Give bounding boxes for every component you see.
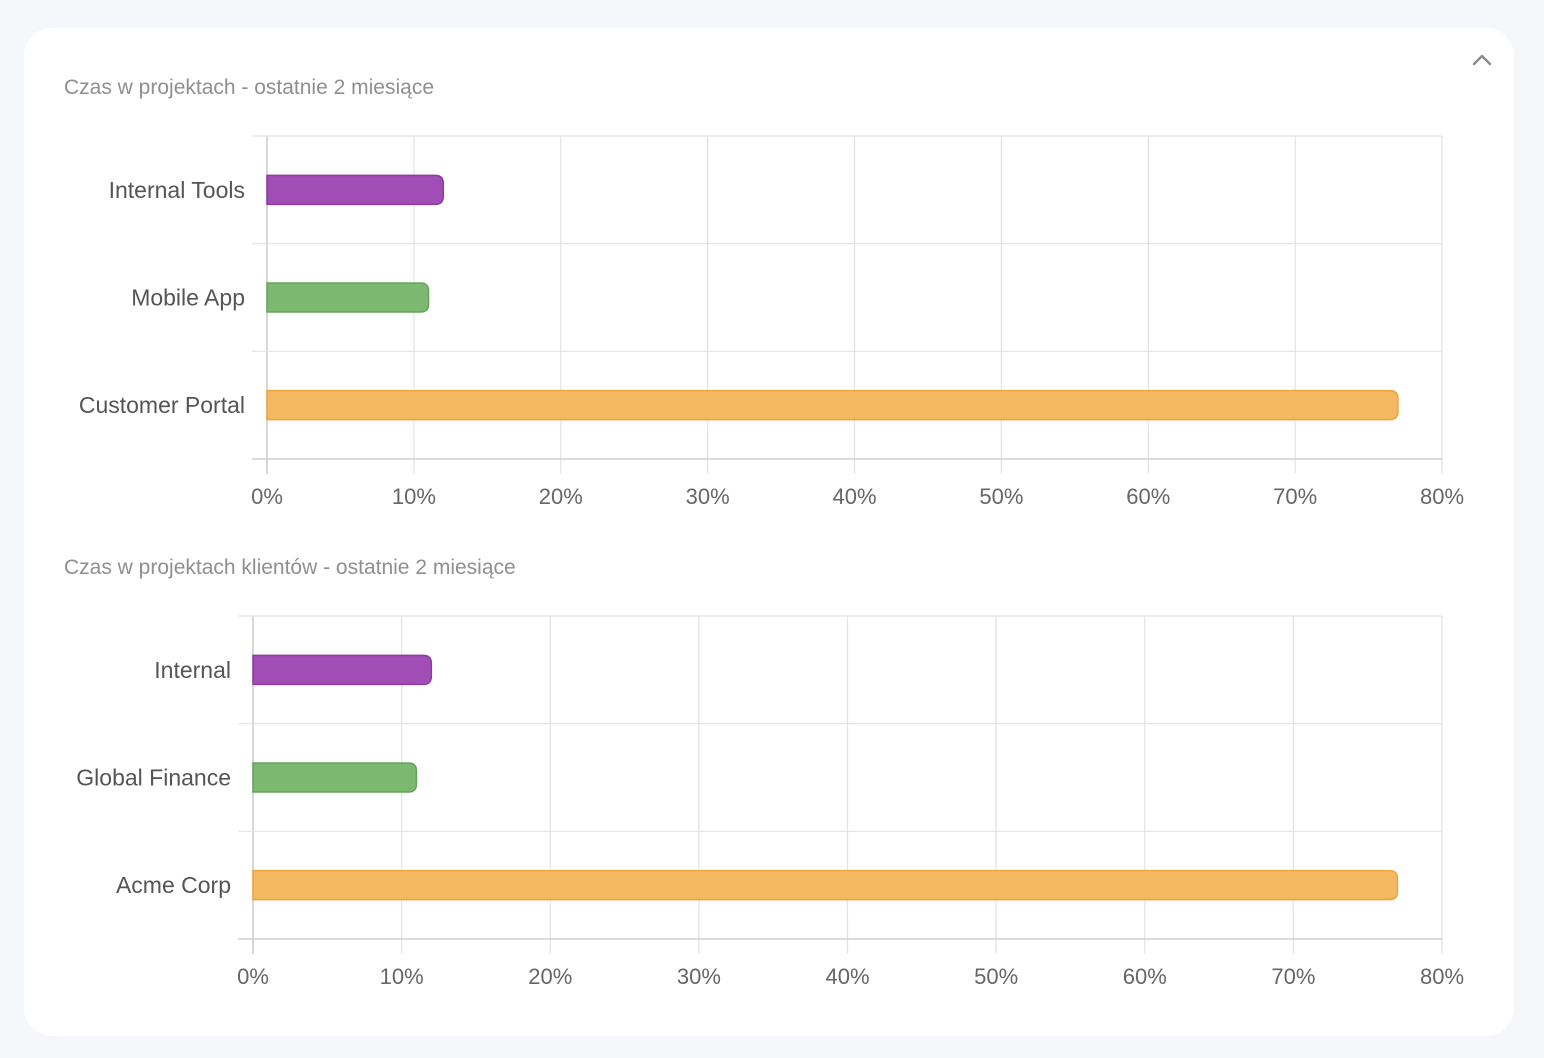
collapse-button[interactable] xyxy=(1466,46,1498,74)
grid xyxy=(252,135,1443,474)
bar-customer-portal xyxy=(266,389,1399,421)
category-label: Internal Tools xyxy=(109,177,245,203)
bar-rect xyxy=(252,869,1399,901)
category-label: Customer Portal xyxy=(79,392,245,418)
x-tick-label: 20% xyxy=(539,484,583,509)
bar-rect xyxy=(252,762,418,793)
x-tick-label: 0% xyxy=(251,484,283,509)
x-tick-label: 80% xyxy=(1420,964,1464,989)
category-label: Acme Corp xyxy=(116,872,231,898)
x-tick-label: 50% xyxy=(974,964,1018,989)
x-tick-label: 30% xyxy=(686,484,730,509)
x-tick-label: 30% xyxy=(677,964,721,989)
x-tick-label: 60% xyxy=(1123,964,1167,989)
bar-global-finance xyxy=(252,762,418,793)
x-tick-label: 40% xyxy=(825,964,869,989)
category-label: Mobile App xyxy=(131,285,245,311)
bar-mobile-app xyxy=(266,282,430,313)
bar-internal xyxy=(252,654,433,686)
projects-time-card: Czas w projektach - ostatnie 2 miesiące … xyxy=(24,28,1514,1036)
chart-title-projects: Czas w projektach - ostatnie 2 miesiące xyxy=(64,76,434,99)
bar-rect xyxy=(266,174,444,206)
bar-acme-corp xyxy=(252,869,1399,901)
x-tick-label: 60% xyxy=(1126,484,1170,509)
x-tick-label: 10% xyxy=(380,964,424,989)
bar-rect xyxy=(252,654,433,686)
x-tick-label: 10% xyxy=(392,484,436,509)
chart-title-clients: Czas w projektach klientów - ostatnie 2 … xyxy=(64,556,516,579)
bar-rect xyxy=(266,389,1399,421)
chevron-up-icon xyxy=(1472,54,1492,66)
x-tick-label: 80% xyxy=(1420,484,1464,509)
x-tick-label: 20% xyxy=(528,964,572,989)
x-tick-label: 70% xyxy=(1273,484,1317,509)
x-tick-label: 40% xyxy=(832,484,876,509)
x-tick-label: 50% xyxy=(979,484,1023,509)
clients-bar-chart: Internal Global Finance Acme Corp 0% 10% 20% 3… xyxy=(76,615,1464,989)
bar-internal-tools xyxy=(266,174,444,206)
category-label: Internal xyxy=(154,657,231,683)
bar-rect xyxy=(266,282,430,313)
projects-bar-chart: Internal Tools Mobile App Customer Portal 0… xyxy=(79,135,1464,509)
x-tick-label: 70% xyxy=(1271,964,1315,989)
category-label: Global Finance xyxy=(76,765,231,791)
x-tick-label: 0% xyxy=(237,964,269,989)
